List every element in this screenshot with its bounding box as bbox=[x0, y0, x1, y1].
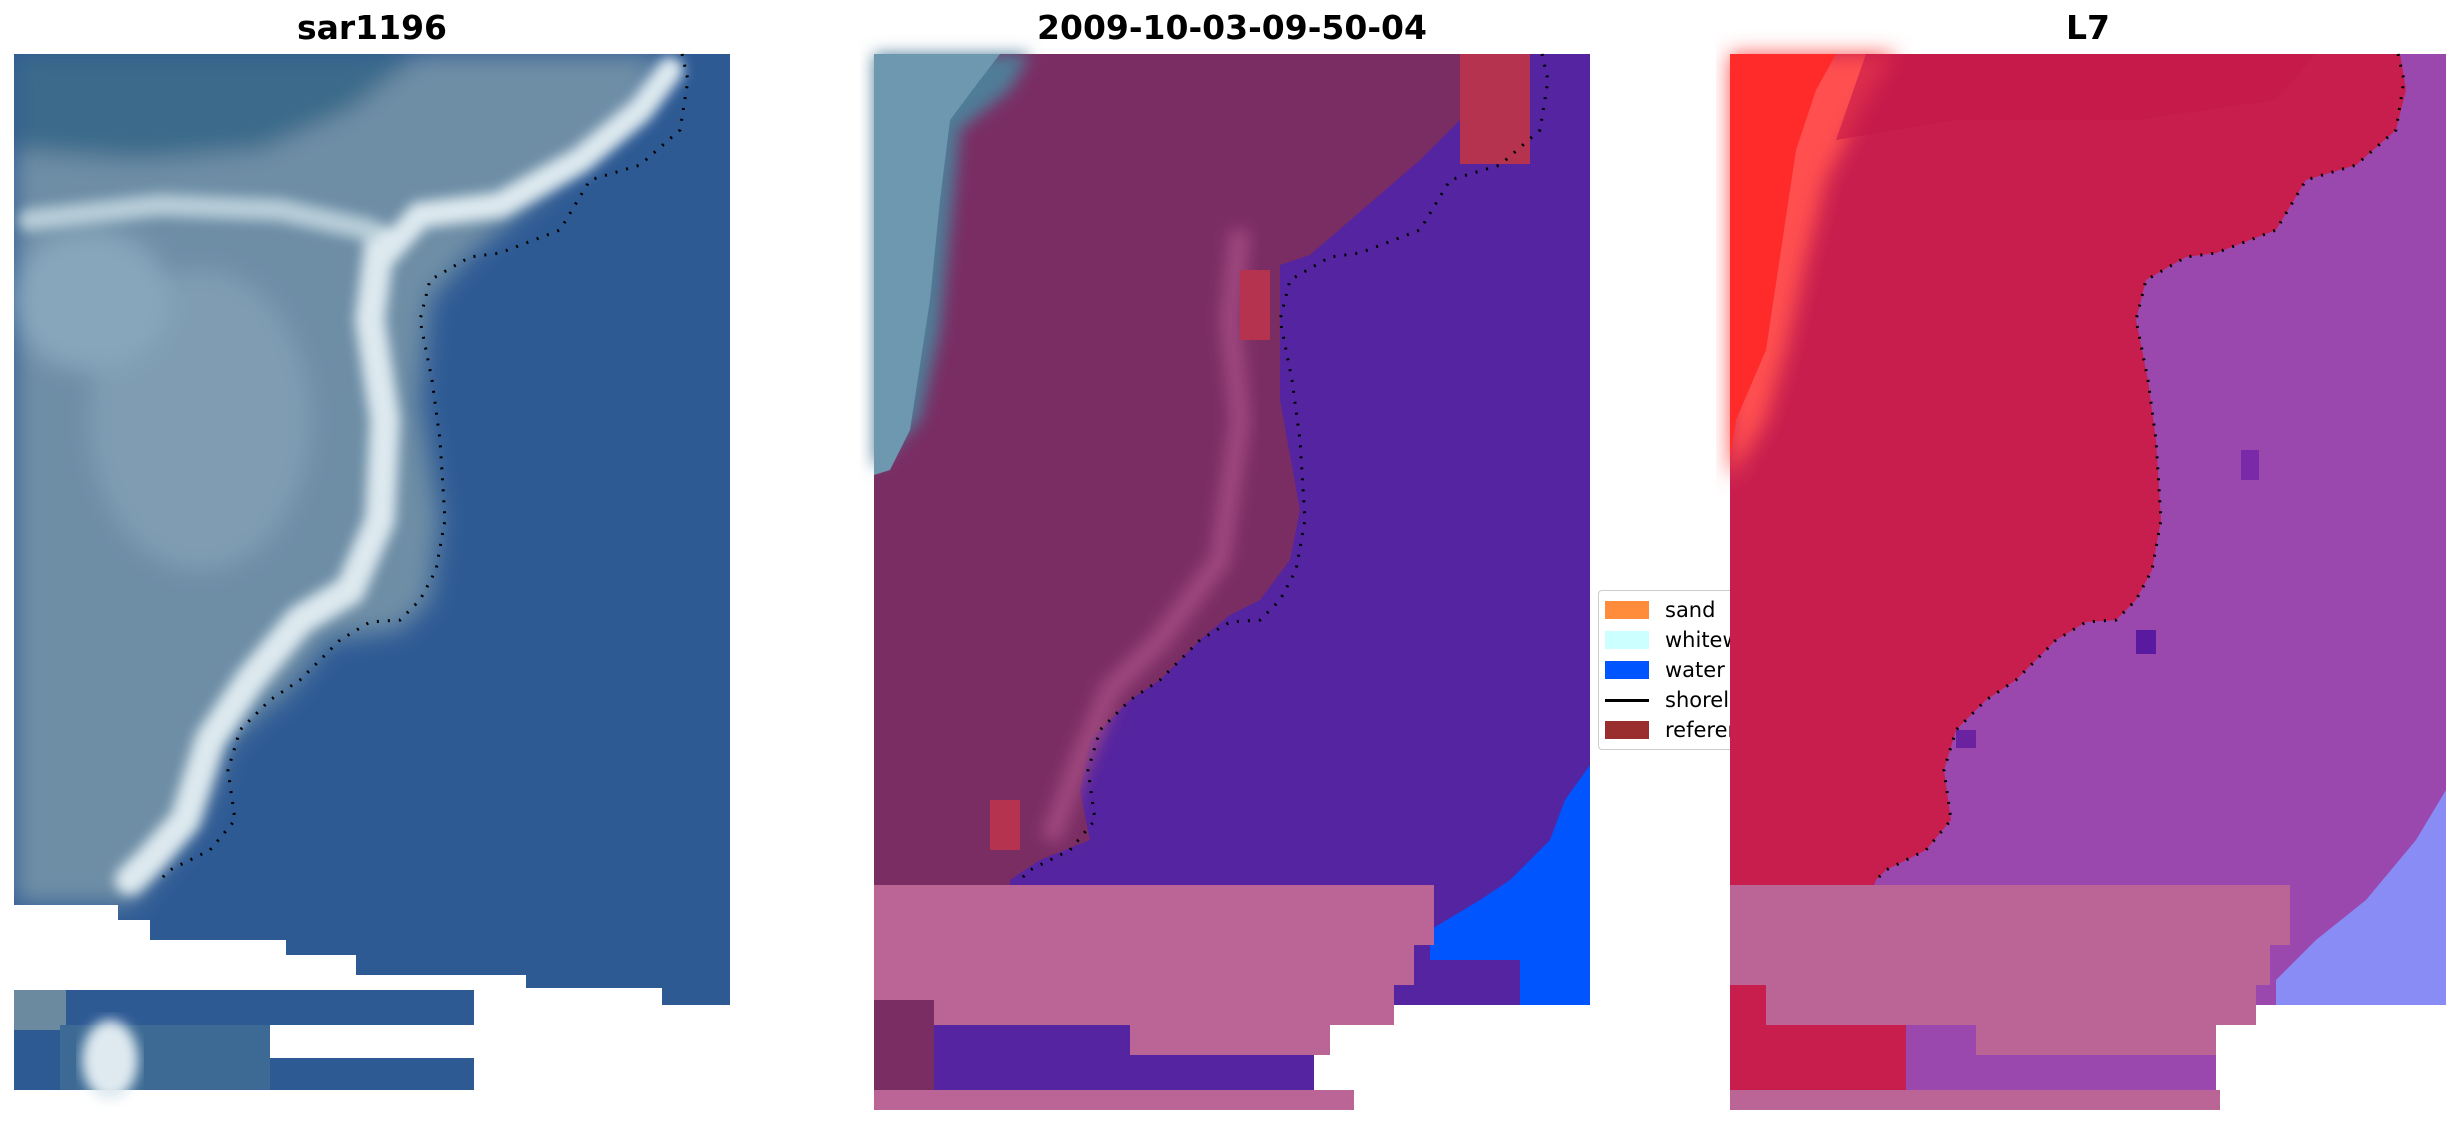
panel-l7: L7 bbox=[1716, 0, 2460, 1123]
reference-shoreline-swatch bbox=[1605, 721, 1649, 739]
panel-rgb: sar1196 bbox=[0, 0, 760, 1123]
legend-label: sand bbox=[1665, 598, 1716, 622]
shoreline-line-swatch bbox=[1605, 698, 1649, 702]
panel-title-l7: L7 bbox=[2066, 8, 2110, 47]
water-swatch bbox=[1605, 661, 1649, 679]
sand-swatch bbox=[1605, 601, 1649, 619]
panel-classification: 2009-10-03-09-50-04 bbox=[860, 0, 1600, 1123]
classification-image bbox=[874, 53, 1590, 1123]
legend-label: water bbox=[1665, 658, 1725, 682]
legend-item-sand: sand bbox=[1605, 597, 1715, 623]
panel-title-rgb: sar1196 bbox=[296, 8, 448, 47]
legend-item-water: water bbox=[1605, 657, 1725, 683]
panel-title-classification: 2009-10-03-09-50-04 bbox=[1037, 8, 1427, 47]
l7-index-image bbox=[1730, 53, 2446, 1123]
whitewater-swatch bbox=[1605, 631, 1649, 649]
rgb-satellite-image bbox=[14, 53, 730, 1100]
